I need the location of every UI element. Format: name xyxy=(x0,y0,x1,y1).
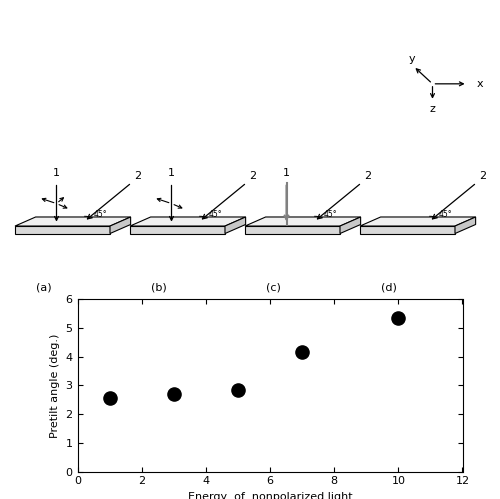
Point xyxy=(298,348,306,356)
Text: 45°: 45° xyxy=(438,210,452,219)
Point xyxy=(170,390,178,398)
Text: 2: 2 xyxy=(364,171,372,181)
Y-axis label: Pretilt angle (deg.): Pretilt angle (deg.) xyxy=(50,333,60,438)
X-axis label: Energy  of  nonpolarized light
(J/cm²): Energy of nonpolarized light (J/cm²) xyxy=(188,492,352,499)
Text: 2: 2 xyxy=(249,171,256,181)
Text: (c): (c) xyxy=(266,282,281,292)
Polygon shape xyxy=(245,217,360,226)
Text: y: y xyxy=(408,54,415,64)
Polygon shape xyxy=(225,217,246,234)
Polygon shape xyxy=(130,226,225,234)
Text: 2: 2 xyxy=(479,171,486,181)
Polygon shape xyxy=(455,217,475,234)
Point xyxy=(234,386,242,394)
Text: (d): (d) xyxy=(380,282,396,292)
Polygon shape xyxy=(110,217,130,234)
Polygon shape xyxy=(340,217,360,234)
Text: 1: 1 xyxy=(53,168,60,178)
Polygon shape xyxy=(130,217,246,226)
Text: z: z xyxy=(430,104,436,114)
Text: 2: 2 xyxy=(134,171,141,181)
Point xyxy=(394,314,402,322)
Text: 1: 1 xyxy=(283,168,290,178)
Polygon shape xyxy=(360,217,476,226)
Text: (b): (b) xyxy=(150,282,166,292)
Polygon shape xyxy=(15,217,130,226)
Text: x: x xyxy=(476,79,483,89)
Point xyxy=(106,394,114,402)
Polygon shape xyxy=(360,226,455,234)
Polygon shape xyxy=(245,226,340,234)
Text: 45°: 45° xyxy=(93,210,107,219)
Text: 45°: 45° xyxy=(208,210,222,219)
Text: (a): (a) xyxy=(36,282,52,292)
Text: 45°: 45° xyxy=(323,210,337,219)
Text: 1: 1 xyxy=(168,168,175,178)
Polygon shape xyxy=(15,226,110,234)
